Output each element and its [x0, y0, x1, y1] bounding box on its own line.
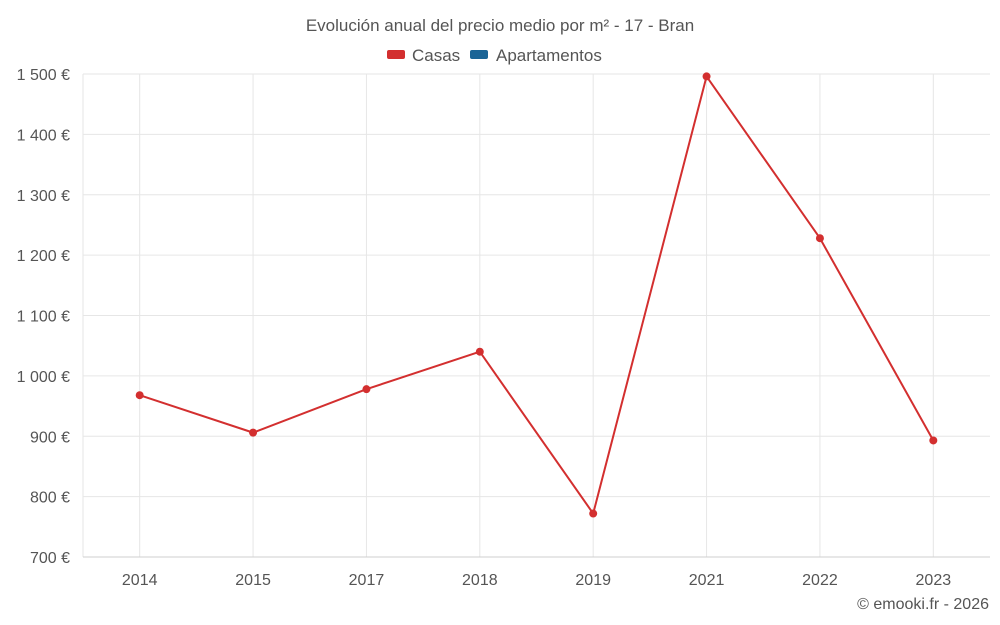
legend-swatch-casas — [387, 50, 405, 59]
y-tick-label: 1 200 € — [17, 248, 70, 265]
series-line-casas — [139, 75, 935, 515]
data-point[interactable] — [815, 234, 824, 243]
credit-text: © emooki.fr - 2026 — [857, 596, 989, 613]
y-tick-label: 700 € — [30, 550, 70, 567]
grid — [82, 73, 990, 557]
legend-label-apartamentos: Apartamentos — [496, 46, 602, 65]
data-point[interactable] — [929, 436, 938, 445]
y-tick-label: 800 € — [30, 490, 70, 507]
y-tick-label: 1 400 € — [17, 127, 70, 144]
data-point[interactable] — [702, 72, 711, 81]
x-tick-label: 2022 — [802, 572, 838, 589]
data-point[interactable] — [362, 385, 371, 394]
y-tick-label: 1 300 € — [17, 188, 70, 205]
data-point[interactable] — [249, 428, 258, 437]
legend-item-casas[interactable]: Casas — [387, 46, 460, 65]
x-axis: 2014 2015 2017 2018 2019 2021 2022 2023 — [83, 556, 990, 589]
y-tick-label: 900 € — [30, 429, 70, 446]
data-point[interactable] — [135, 391, 144, 400]
legend[interactable]: Casas Apartamentos — [387, 46, 602, 65]
y-axis: 700 € 800 € 900 € 1 000 € 1 100 € 1 200 € 1 30… — [17, 67, 70, 567]
data-point[interactable] — [589, 509, 598, 518]
x-tick-label: 2023 — [916, 572, 952, 589]
y-tick-label: 1 000 € — [17, 369, 70, 386]
y-tick-label: 1 500 € — [17, 67, 70, 84]
x-tick-label: 2014 — [122, 572, 158, 589]
x-tick-label: 2021 — [689, 572, 725, 589]
legend-swatch-apartamentos — [470, 50, 488, 59]
x-tick-label: 2019 — [575, 572, 611, 589]
chart-title: Evolución anual del precio medio por m² … — [306, 16, 694, 35]
y-tick-label: 1 100 € — [17, 309, 70, 326]
legend-item-apartamentos[interactable]: Apartamentos — [470, 46, 602, 65]
data-point[interactable] — [475, 347, 484, 356]
series-casas — [135, 72, 938, 518]
x-tick-label: 2015 — [235, 572, 271, 589]
x-tick-label: 2018 — [462, 572, 498, 589]
x-tick-label: 2017 — [349, 572, 385, 589]
legend-label-casas: Casas — [412, 46, 460, 65]
